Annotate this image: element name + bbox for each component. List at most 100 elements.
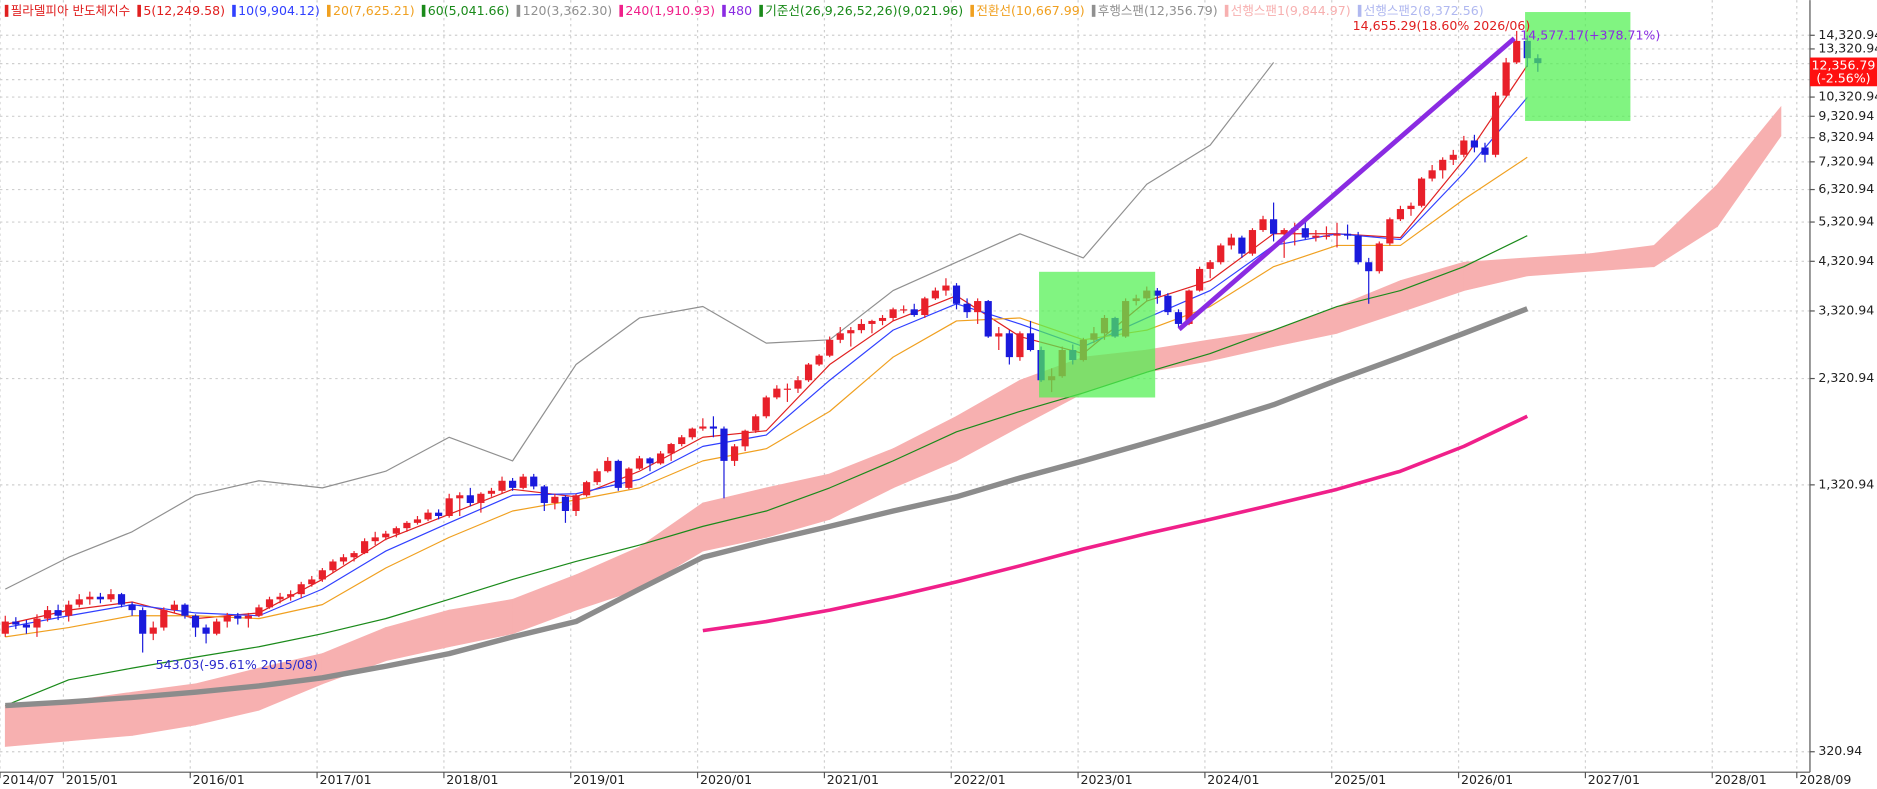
candle-body xyxy=(530,476,538,487)
legend-swatch xyxy=(1091,4,1096,17)
legend-label: 10(9,904.12) xyxy=(238,3,320,18)
candle-body xyxy=(1153,290,1161,296)
candle-body xyxy=(952,285,961,304)
candle-body xyxy=(635,458,644,469)
legend-label: 240(1,910.93) xyxy=(625,3,715,18)
candle-body xyxy=(276,596,284,600)
candle-body xyxy=(572,495,580,512)
line-series xyxy=(702,414,1529,633)
candle-body xyxy=(1,621,9,634)
candle-body xyxy=(878,317,887,321)
candle-body xyxy=(477,493,485,503)
x-tick-label: 2025/01 xyxy=(1334,772,1386,787)
cloud xyxy=(4,700,70,747)
candle-body xyxy=(297,584,305,595)
x-tick-label: 2015/01 xyxy=(66,772,118,787)
legend-label: 20(7,625.21) xyxy=(333,3,415,18)
candle-body xyxy=(678,437,686,445)
legend-label: 기준선(26,9,26,52,26)(9,021.96) xyxy=(765,3,963,18)
candle-body xyxy=(1407,205,1415,210)
candle-body xyxy=(244,615,252,619)
x-tick-label: 2017/01 xyxy=(319,772,371,787)
y-tick-label: 2,320.94 xyxy=(1818,370,1874,385)
line-series xyxy=(4,62,1275,590)
candle-body xyxy=(1238,237,1246,254)
candle-body xyxy=(931,290,939,299)
candle-body xyxy=(1396,209,1405,220)
legend-swatch xyxy=(4,4,9,17)
x-tick-label: 2028/01 xyxy=(1715,772,1767,787)
y-tick-label: 1,320.94 xyxy=(1818,476,1874,491)
candle-body xyxy=(160,610,168,628)
legend-label: 480 xyxy=(728,3,752,18)
legend-swatch xyxy=(759,4,763,17)
candle-body xyxy=(139,610,147,634)
candle-body xyxy=(445,498,453,516)
candle-body xyxy=(1386,219,1394,244)
candle-body xyxy=(1365,262,1373,272)
y-tick-label: 4,320.94 xyxy=(1818,253,1874,268)
candle-body xyxy=(688,428,696,438)
candle-body xyxy=(804,364,813,381)
candle-body xyxy=(308,579,316,585)
x-tick-label: 2019/01 xyxy=(573,772,625,787)
candle-body xyxy=(1217,245,1225,263)
candle-body xyxy=(1185,290,1193,324)
legend-swatch xyxy=(421,4,426,17)
y-tick-label: 7,320.94 xyxy=(1818,153,1874,168)
candle-body xyxy=(847,330,855,334)
legend-label: 필라델피아 반도체지수 xyxy=(11,3,130,18)
candle-body xyxy=(487,490,496,494)
candle-body xyxy=(96,596,104,600)
candle-body xyxy=(900,309,908,311)
candle-body xyxy=(234,615,242,619)
legend-swatch xyxy=(1224,4,1229,17)
candle-body xyxy=(54,610,62,616)
candle-body xyxy=(974,301,982,313)
legend-label: 5(12,249.58) xyxy=(143,3,225,18)
candle-body xyxy=(498,480,506,491)
candle-body xyxy=(1005,333,1013,358)
candle-body xyxy=(392,528,400,534)
candle-body xyxy=(656,453,665,464)
x-tick-label: 2023/01 xyxy=(1080,772,1132,787)
candle-body xyxy=(762,397,770,417)
legend-label: 선행스팬2(8,372.56) xyxy=(1364,3,1484,18)
legend-swatch xyxy=(722,4,726,17)
candle-body xyxy=(265,599,274,608)
candle-body xyxy=(773,388,781,398)
candle-body xyxy=(752,416,760,431)
candle-body xyxy=(117,594,126,605)
candle-body xyxy=(1196,268,1204,291)
candle-body xyxy=(910,309,918,316)
candle-body xyxy=(371,537,379,542)
candle-body xyxy=(213,621,221,634)
line-series xyxy=(5,156,1528,638)
candle-body xyxy=(413,519,422,523)
candle-body xyxy=(604,460,612,472)
legend-label: 120(3,362.30) xyxy=(523,3,613,18)
candle-body xyxy=(361,541,369,554)
candle-body xyxy=(403,522,411,529)
candle-body xyxy=(329,561,337,571)
cloud xyxy=(1717,105,1782,228)
candle-body xyxy=(382,533,390,538)
x-tick-label: 2027/01 xyxy=(1588,772,1640,787)
candle-body xyxy=(65,604,73,616)
candle-body xyxy=(836,333,844,340)
candle-body xyxy=(889,309,897,318)
y-tick-label: 6,320.94 xyxy=(1818,181,1874,196)
line-series xyxy=(5,306,1529,709)
candle-body xyxy=(561,496,570,512)
candle-body xyxy=(1026,333,1035,351)
candle-body xyxy=(1502,62,1510,96)
price-label: 12,356.79 xyxy=(1812,57,1876,72)
candle-body xyxy=(1343,233,1352,236)
candle-body xyxy=(435,512,443,516)
y-tick-label: 10,320.94 xyxy=(1818,89,1877,104)
candle-body xyxy=(720,428,728,461)
candle-body xyxy=(22,624,30,628)
candle-body xyxy=(783,388,791,390)
